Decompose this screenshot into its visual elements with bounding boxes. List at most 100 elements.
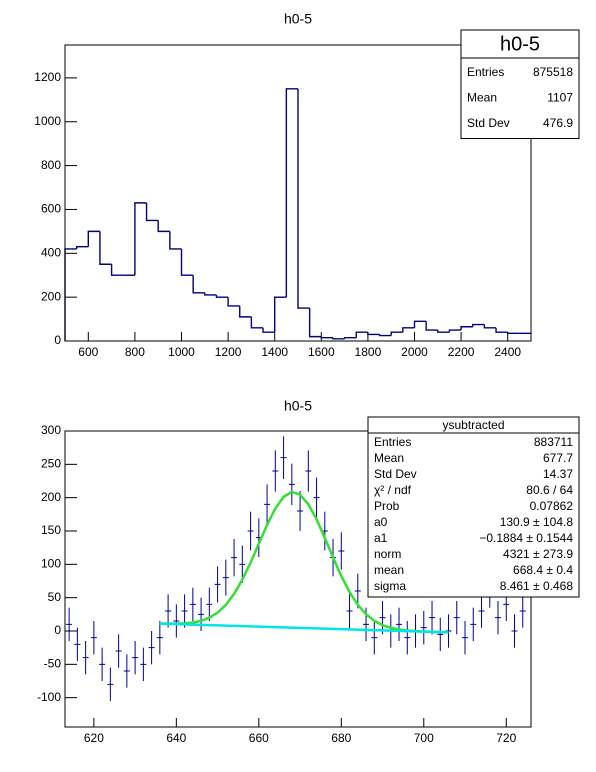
stats-value: 8.461 ± 0.468 <box>500 579 574 593</box>
stats-label: Entries <box>467 65 504 79</box>
fit-curve <box>159 622 449 634</box>
y-tick-label: 0 <box>54 333 61 347</box>
plot-frame <box>64 44 532 342</box>
x-tick-label: 720 <box>496 731 516 745</box>
y-tick-label: -100 <box>37 690 61 704</box>
data-point <box>214 566 221 603</box>
chart-title: h0-5 <box>284 11 312 27</box>
x-tick-label: 2200 <box>448 345 475 359</box>
data-point <box>99 647 106 681</box>
x-tick-label: 680 <box>331 731 351 745</box>
histogram-bin <box>110 264 124 276</box>
histogram-bin <box>507 332 520 335</box>
stats-value: 4321 ± 273.9 <box>503 547 573 561</box>
data-point <box>511 614 518 648</box>
x-tick-label: 620 <box>84 731 104 745</box>
histogram-bin <box>145 202 159 222</box>
data-point <box>173 604 180 638</box>
histogram-bin <box>390 331 403 336</box>
histogram-bin <box>239 305 252 318</box>
data-point <box>74 627 81 661</box>
x-tick-label: 1000 <box>168 345 195 359</box>
y-tick-label: 50 <box>48 590 62 604</box>
data-point <box>404 621 411 655</box>
data-point <box>222 559 229 596</box>
histogram-bin <box>425 321 438 331</box>
x-tick-label: 1800 <box>355 345 382 359</box>
stats-value: 14.37 <box>543 467 573 481</box>
histogram-bin <box>472 323 485 327</box>
data-point <box>148 631 155 665</box>
data-point <box>264 484 271 525</box>
histogram-bin <box>448 329 462 333</box>
stats-value: 0.07862 <box>530 499 574 513</box>
stats-title: ysubtracted <box>442 418 504 432</box>
stats-value: 1107 <box>547 90 573 104</box>
data-point <box>396 607 403 641</box>
stats-label: Std Dev <box>467 116 510 130</box>
stats-label: Mean <box>374 451 404 465</box>
stats-label: norm <box>374 547 401 561</box>
data-point <box>66 607 73 641</box>
data-point <box>132 641 139 675</box>
x-tick-label: 1200 <box>215 345 242 359</box>
data-point <box>231 539 238 577</box>
histogram-bin <box>227 297 240 307</box>
data-point <box>115 634 122 668</box>
data-point <box>206 587 213 621</box>
data-point <box>371 621 378 655</box>
y-tick-label: 400 <box>41 245 61 259</box>
x-tick-label: 640 <box>166 731 186 745</box>
data-point <box>429 601 436 635</box>
histogram-bin <box>378 334 392 337</box>
y-tick-label: 800 <box>41 158 61 172</box>
x-tick-label: 700 <box>414 731 434 745</box>
data-point <box>338 532 345 570</box>
histogram-bin <box>215 294 229 298</box>
histogram-bin <box>460 326 473 331</box>
x-tick-label: 800 <box>125 345 145 359</box>
stats-label: Entries <box>374 435 411 449</box>
histogram-bin <box>437 330 450 333</box>
fit-curve <box>159 490 449 634</box>
histogram-bin <box>320 336 333 339</box>
stats-label: a0 <box>374 515 388 529</box>
data-point <box>495 601 502 635</box>
data-point <box>453 601 460 635</box>
y-tick-label: 200 <box>41 289 61 303</box>
stats-value: 80.6 / 64 <box>526 483 573 497</box>
x-tick-label: 2000 <box>401 345 428 359</box>
histogram-bin <box>64 248 77 341</box>
data-point <box>123 654 130 688</box>
data-point <box>420 611 427 645</box>
data-point <box>470 607 477 641</box>
stats-label: Prob <box>374 499 400 513</box>
y-tick-label: 0 <box>54 623 61 637</box>
data-point <box>82 641 89 675</box>
data-point <box>346 593 353 629</box>
x-tick-label: 1400 <box>261 345 288 359</box>
data-point <box>305 450 312 492</box>
stats-label: χ² / ndf <box>374 483 412 497</box>
histogram-bin <box>285 88 298 298</box>
data-point <box>288 463 295 505</box>
histogram-bin <box>134 202 147 276</box>
histogram-bin <box>332 337 345 340</box>
histogram-bin <box>192 275 205 294</box>
x-tick-label: 2400 <box>494 345 521 359</box>
data-point <box>239 545 246 583</box>
y-tick-label: 150 <box>41 523 61 537</box>
x-tick-label: 660 <box>249 731 269 745</box>
histogram-bin <box>204 292 217 296</box>
histogram-bin <box>169 231 182 250</box>
data-point <box>445 614 452 648</box>
data-point <box>478 594 485 628</box>
data-point <box>107 667 114 701</box>
histogram-bin <box>87 230 100 247</box>
y-tick-label: 100 <box>41 557 61 571</box>
data-point <box>90 621 97 655</box>
chart-title: h0-5 <box>284 398 312 414</box>
stats-value: 875518 <box>533 65 573 79</box>
y-tick-label: 250 <box>41 457 61 471</box>
